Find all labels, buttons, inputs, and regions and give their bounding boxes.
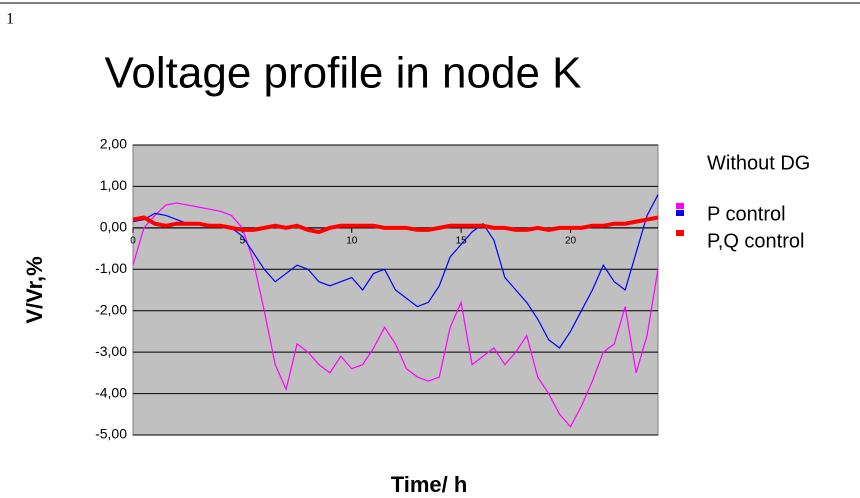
y-tick-label: 2,00 [100,136,127,152]
legend-marker [676,203,684,209]
legend-label: Without DG [707,152,810,174]
legend-marker [676,210,684,216]
y-axis-title: V/Vr,% [22,256,47,323]
x-tick-label: 15 [456,235,468,246]
y-tick-label: -3,00 [95,343,127,359]
chart-title: Voltage profile in node K [104,49,581,98]
y-tick-label: -1,00 [95,260,127,276]
legend-marker [676,230,684,236]
x-tick-label: 0 [130,235,136,246]
x-tick-label: 5 [240,235,246,246]
x-tick-label: 20 [565,235,577,246]
x-tick-label: 10 [346,235,358,246]
y-tick-label: 1,00 [100,177,127,193]
page-number: 1 [6,11,14,28]
legend-label: P control [707,203,786,225]
y-tick-label: -4,00 [95,384,127,400]
legend-label: P,Q control [707,230,804,252]
y-tick-label: 0,00 [100,219,127,235]
y-tick-label: -2,00 [95,301,127,317]
x-axis-title: Time/ h [391,472,468,497]
y-tick-label: -5,00 [95,426,127,442]
series-line [132,215,659,235]
series-line [132,202,659,428]
